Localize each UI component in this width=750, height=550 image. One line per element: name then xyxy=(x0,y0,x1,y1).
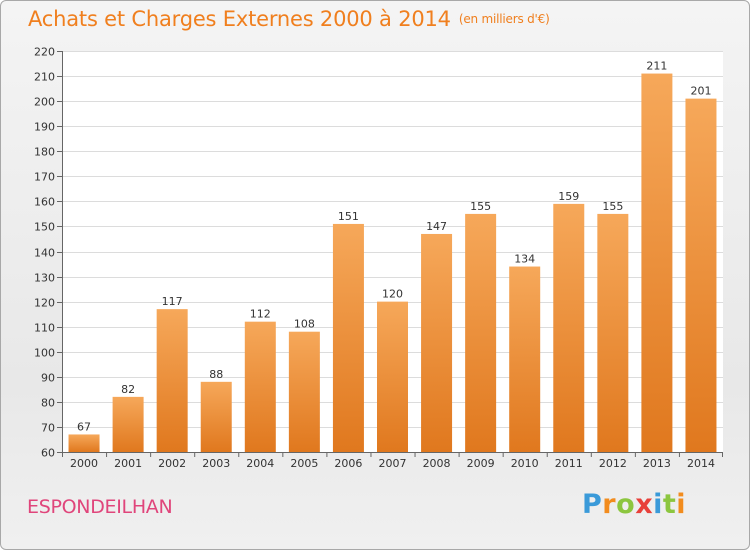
chart-unit: (en milliers d'€) xyxy=(458,12,550,26)
data-label-2007: 120 xyxy=(382,288,403,301)
bars xyxy=(68,73,717,453)
logo-letter: P xyxy=(582,489,603,520)
bar-2002 xyxy=(156,309,188,452)
data-label-2003: 88 xyxy=(209,368,223,381)
data-label-2011: 159 xyxy=(558,190,579,203)
x-axis: 2000 2001 2002 2003 2004 2005 2006 2007 2008 2009… xyxy=(62,452,723,470)
bar-2013 xyxy=(641,73,673,453)
chart-title-text: Achats et Charges Externes 2000 à 2014 xyxy=(28,7,451,31)
bar-2014 xyxy=(685,98,717,453)
y-tick-label: 70 xyxy=(41,422,55,435)
x-tick-label-2003: 2003 xyxy=(202,457,230,470)
bar-2003 xyxy=(200,381,232,452)
bar-2004 xyxy=(244,321,276,452)
data-label-2014: 201 xyxy=(690,85,711,98)
data-labels: 67 82 117 88 112 108 151 120 147 155 134 159 155 211 2… xyxy=(77,60,711,434)
bar-2000 xyxy=(68,434,100,452)
y-tick-label: 220 xyxy=(34,46,55,59)
y-tick-label: 120 xyxy=(34,297,55,310)
data-label-2013: 211 xyxy=(646,60,667,73)
data-label-2002: 117 xyxy=(162,295,183,308)
data-label-2004: 112 xyxy=(250,308,271,321)
data-label-2005: 108 xyxy=(294,318,315,331)
bar-2005 xyxy=(288,331,320,452)
y-tick-label: 60 xyxy=(41,447,55,460)
logo-letter: r xyxy=(602,489,617,520)
data-label-2001: 82 xyxy=(121,383,135,396)
x-tick-label-2014: 2014 xyxy=(687,457,715,470)
x-tick-label-2009: 2009 xyxy=(467,457,495,470)
bar-2012 xyxy=(597,213,629,452)
y-tick-label: 130 xyxy=(34,272,55,285)
x-tick-label-2005: 2005 xyxy=(290,457,318,470)
x-tick-label-2013: 2013 xyxy=(643,457,671,470)
y-tick-label: 160 xyxy=(34,196,55,209)
logo-letter: i xyxy=(676,489,687,520)
x-tick-label-2011: 2011 xyxy=(555,457,583,470)
y-tick-label: 140 xyxy=(34,247,55,260)
chart-title: Achats et Charges Externes 2000 à 2014 (e… xyxy=(28,7,550,31)
bar-2007 xyxy=(377,301,408,452)
x-tick-label-2006: 2006 xyxy=(334,457,362,470)
y-tick-label: 200 xyxy=(34,96,55,109)
y-tick-label: 110 xyxy=(34,322,55,335)
data-label-2006: 151 xyxy=(338,210,359,223)
y-tick-label: 90 xyxy=(41,372,55,385)
x-tick-label-2012: 2012 xyxy=(599,457,627,470)
logo-letter: x xyxy=(635,489,654,520)
logo-letter: t xyxy=(662,489,677,520)
data-label-2012: 155 xyxy=(602,200,623,213)
y-tick-label: 150 xyxy=(34,221,55,234)
x-tick-label-2002: 2002 xyxy=(158,457,186,470)
x-tick-label-2000: 2000 xyxy=(70,457,98,470)
y-tick-label: 170 xyxy=(34,171,55,184)
x-tick-label-2004: 2004 xyxy=(246,457,274,470)
data-label-2008: 147 xyxy=(426,220,447,233)
bar-2008 xyxy=(421,233,453,452)
y-tick-label: 210 xyxy=(34,71,55,84)
x-tick-label-2010: 2010 xyxy=(511,457,539,470)
y-tick-label: 190 xyxy=(34,121,55,134)
x-tick-label-2001: 2001 xyxy=(114,457,142,470)
bar-2010 xyxy=(509,266,541,452)
data-label-2000: 67 xyxy=(77,420,91,433)
bar-2011 xyxy=(553,203,585,452)
y-tick-label: 80 xyxy=(41,397,55,410)
data-label-2009: 155 xyxy=(470,200,491,213)
x-tick-label-2008: 2008 xyxy=(423,457,451,470)
bar-2006 xyxy=(332,223,364,452)
commune-name: ESPONDEILHAN xyxy=(27,496,173,518)
y-axis: 60 70 80 90 100 110 120 130 140 150 160 170 180 190 20… xyxy=(34,46,63,460)
bar-2001 xyxy=(112,396,144,452)
y-tick-label: 180 xyxy=(34,146,55,159)
proxiti-logo: Proxiti xyxy=(582,489,686,520)
bar-2009 xyxy=(465,213,497,452)
logo-letter: o xyxy=(616,489,636,520)
data-label-2010: 134 xyxy=(514,253,535,266)
y-tick-label: 100 xyxy=(34,347,55,360)
x-tick-label-2007: 2007 xyxy=(379,457,407,470)
logo-letter: i xyxy=(653,489,663,520)
